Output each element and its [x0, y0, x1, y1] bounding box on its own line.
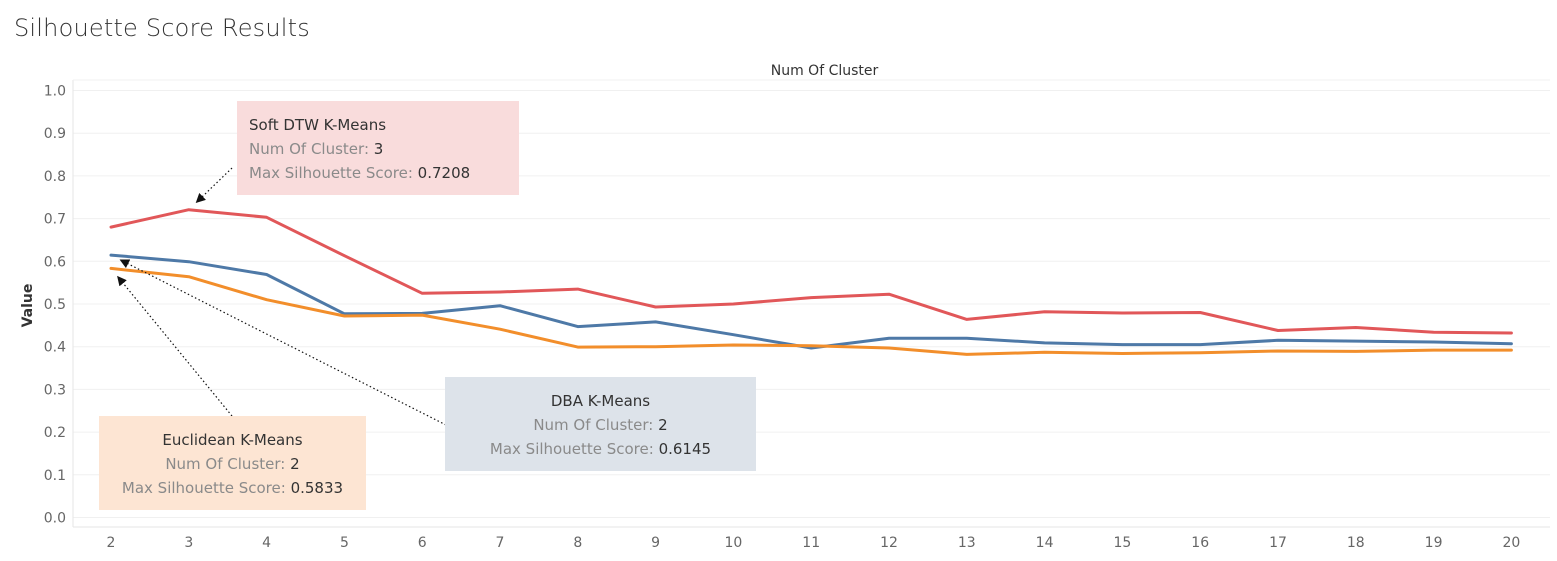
y-tick-label: 0.5: [44, 297, 66, 313]
annotation-score-value: 0.5833: [290, 479, 344, 497]
annotation-score-label: Max Silhouette Score:: [489, 440, 654, 458]
annotation-title: DBA K-Means: [550, 392, 651, 410]
x-tick-label: 8: [573, 535, 582, 551]
y-tick-label: 0.0: [44, 511, 66, 527]
annotation-cluster-label: Num Of Cluster:: [533, 416, 654, 434]
annotation-score-value: 0.7208: [417, 164, 471, 182]
annotation-score-label: Max Silhouette Score:: [121, 479, 286, 497]
x-tick-label: 19: [1425, 535, 1443, 551]
chart-header-title: Num Of Cluster: [771, 63, 879, 79]
y-axis-label: Value: [20, 284, 36, 328]
x-tick-label: 18: [1347, 535, 1365, 551]
y-tick-label: 0.7: [44, 212, 66, 228]
x-tick-label: 15: [1113, 535, 1131, 551]
series-line-soft-dtw-k-means: [109, 208, 1513, 335]
x-tick-label: 20: [1502, 535, 1520, 551]
x-tick-label: 2: [107, 535, 116, 551]
x-tick-label: 3: [184, 535, 193, 551]
series-line-euclidean-k-means: [109, 266, 1513, 356]
annotation-euclidean: Euclidean K-Means Num Of Cluster: 2 Max …: [99, 416, 366, 510]
x-tick-label: 13: [958, 535, 976, 551]
x-tick-label: 4: [262, 535, 271, 551]
series-line-dba-k-means: [109, 253, 1513, 350]
y-tick-label: 0.6: [44, 254, 66, 270]
y-tick-label: 0.8: [44, 169, 66, 185]
x-tick-label: 6: [418, 535, 427, 551]
x-tick-label: 14: [1036, 535, 1054, 551]
y-tick-label: 0.3: [44, 382, 66, 398]
x-tick-label: 12: [880, 535, 898, 551]
annotation-dba: DBA K-Means Num Of Cluster: 2 Max Silhou…: [445, 377, 756, 471]
annotation-score-label: Max Silhouette Score:: [249, 164, 413, 182]
annotation-soft-dtw: Soft DTW K-Means Num Of Cluster: 3 Max S…: [237, 101, 519, 195]
y-tick-label: 1.0: [44, 84, 66, 100]
x-tick-label: 7: [496, 535, 505, 551]
annotation-score-value: 0.6145: [658, 440, 712, 458]
connector-euclidean: [117, 275, 233, 417]
annotation-cluster-value: 2: [290, 455, 300, 473]
x-tick-label: 5: [340, 535, 349, 551]
y-tick-label: 0.9: [44, 126, 66, 142]
annotation-cluster-label: Num Of Cluster:: [249, 140, 369, 158]
page-title: Silhouette Score Results: [14, 14, 310, 42]
annotation-cluster-value: 2: [658, 416, 668, 434]
annotation-title: Soft DTW K-Means: [249, 116, 387, 134]
x-tick-label: 9: [651, 535, 660, 551]
x-tick-label: 16: [1191, 535, 1209, 551]
y-tick-label: 0.1: [44, 468, 66, 484]
annotation-cluster-label: Num Of Cluster:: [165, 455, 286, 473]
connector-dba: [119, 259, 447, 426]
y-tick-label: 0.4: [44, 340, 66, 356]
y-tick-label: 0.2: [44, 425, 66, 441]
annotation-cluster-value: 3: [373, 140, 384, 158]
x-tick-label: 17: [1269, 535, 1287, 551]
x-tick-label: 10: [724, 535, 742, 551]
annotation-title: Euclidean K-Means: [162, 431, 303, 449]
connector-soft-dtw: [195, 167, 233, 204]
x-tick-label: 11: [802, 535, 820, 551]
